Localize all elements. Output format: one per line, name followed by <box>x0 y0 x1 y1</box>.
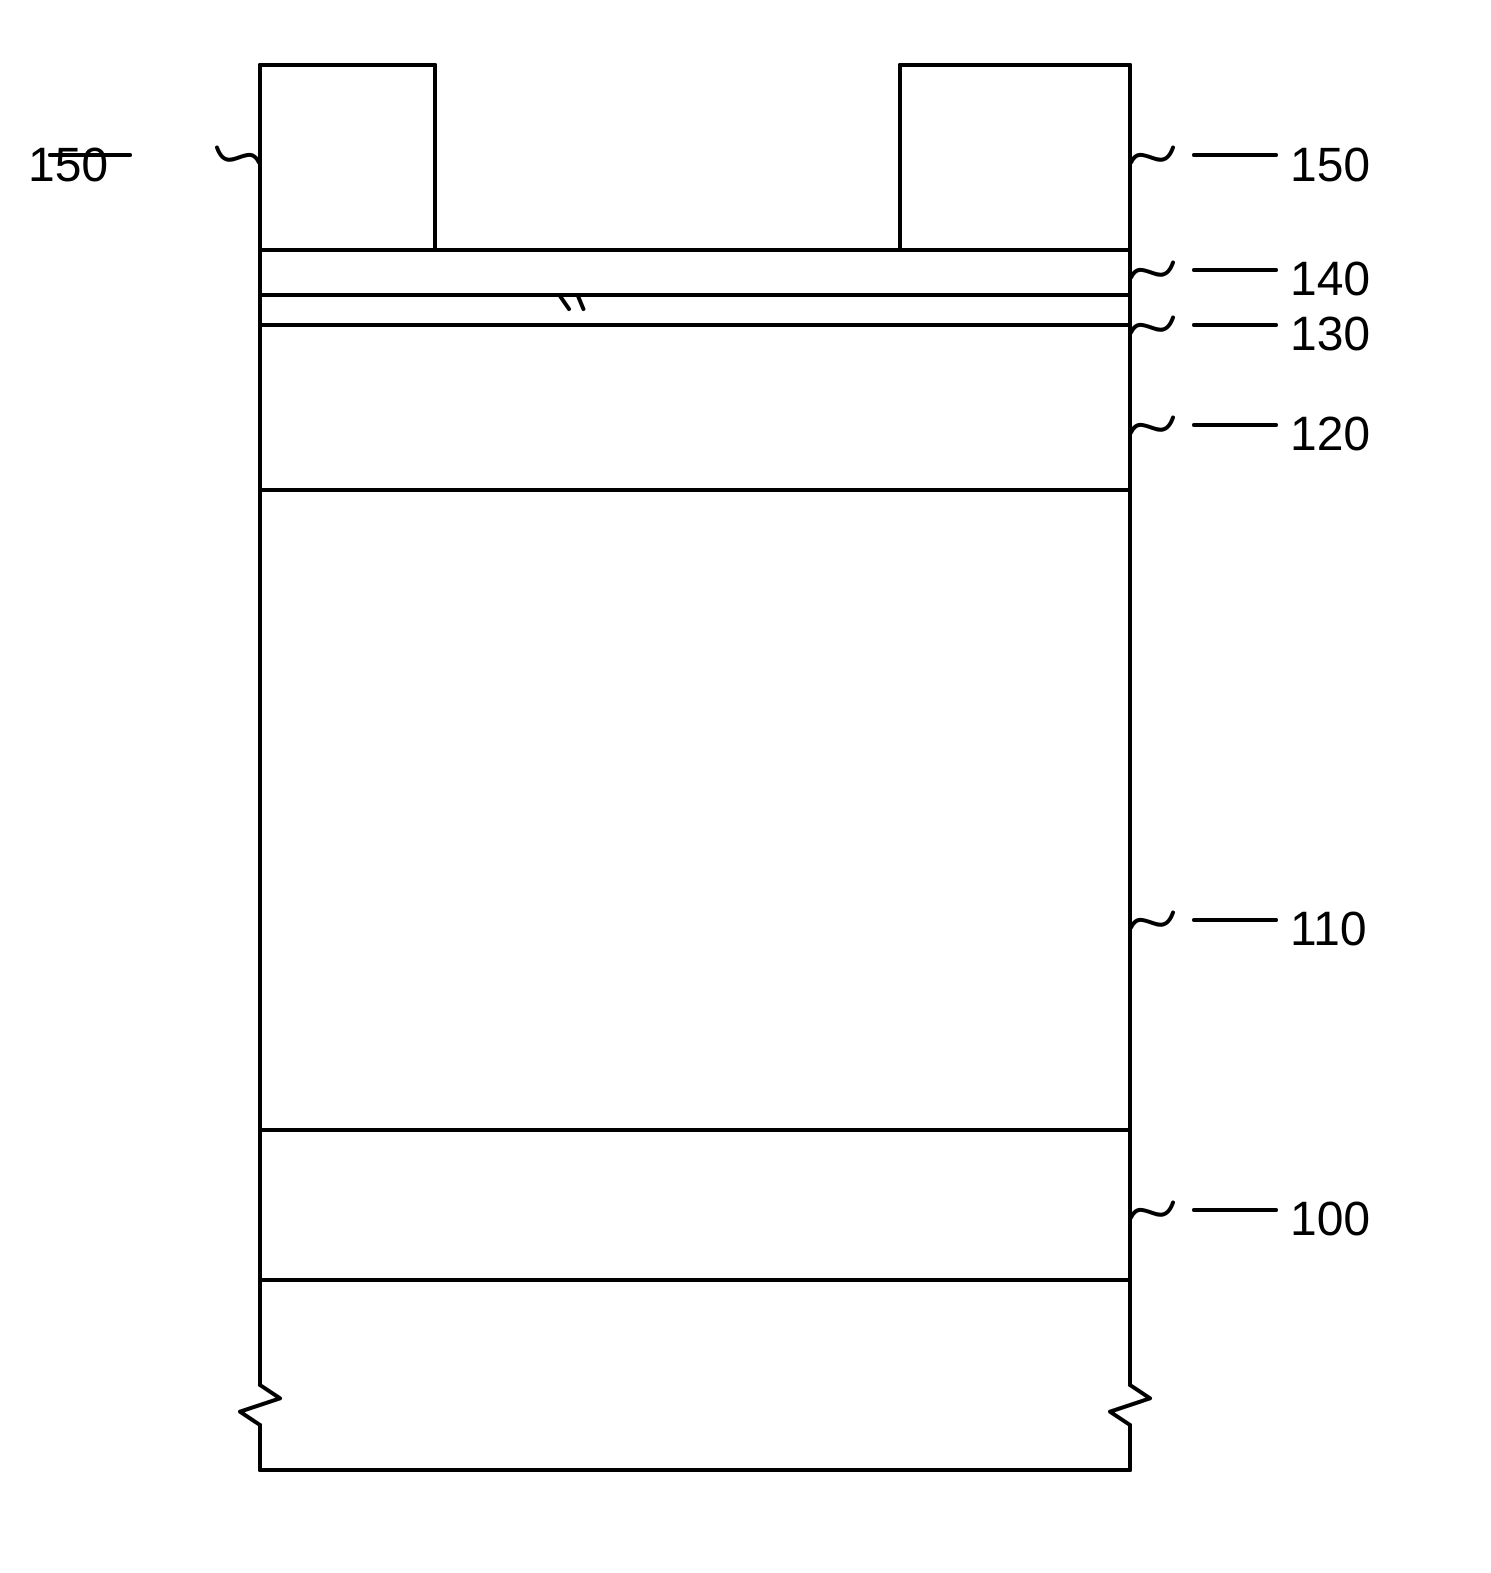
label-150-right: 150 <box>1290 138 1370 193</box>
label-150-left: 150 <box>28 138 108 193</box>
label-140: 140 <box>1290 252 1370 307</box>
label-100: 100 <box>1290 1192 1370 1247</box>
diagram-canvas: 150 150 140 130 120 110 100 <box>0 0 1491 1573</box>
label-130: 130 <box>1290 307 1370 362</box>
label-120: 120 <box>1290 407 1370 462</box>
label-110: 110 <box>1290 902 1367 957</box>
layer-stack-svg <box>0 0 1491 1573</box>
